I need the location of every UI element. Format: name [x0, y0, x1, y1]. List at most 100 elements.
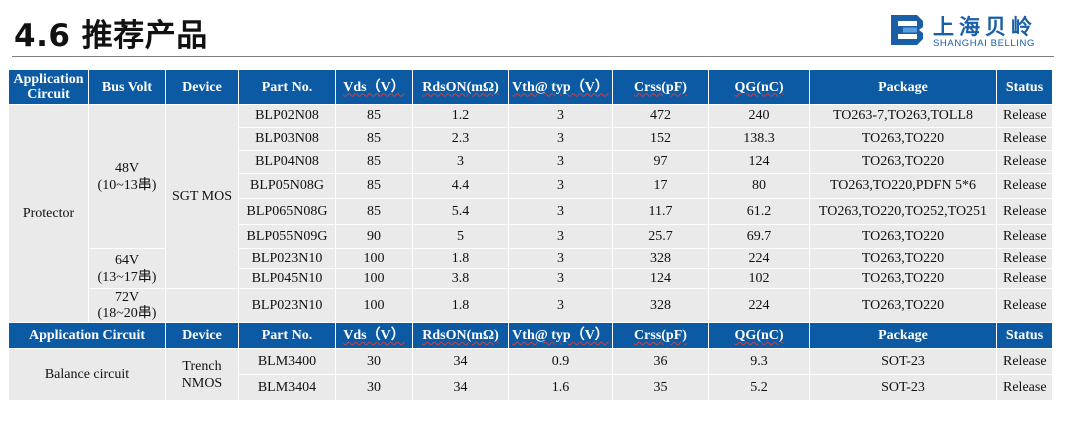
crss-cell: 152 — [612, 127, 709, 151]
part-no-cell: BLP045N10 — [238, 268, 336, 289]
status-cell: Release — [996, 374, 1053, 401]
vds-cell: 90 — [335, 224, 413, 249]
header-bus-volt: Bus Volt — [88, 69, 166, 105]
status-cell: Release — [996, 198, 1053, 225]
table-row: Balance circuit Trench NMOS BLM3400 30 3… — [8, 348, 1053, 401]
package-cell: SOT-23 — [809, 348, 997, 375]
trench-nmos-cell: Trench NMOS — [165, 348, 239, 401]
status-cell: Release — [996, 150, 1053, 174]
header-package-2: Package — [809, 322, 997, 349]
qg-cell: 9.3 — [708, 348, 810, 375]
qg-cell: 138.3 — [708, 127, 810, 151]
package-cell: TO263,TO220 — [809, 224, 997, 249]
table-row: BLP045N10 100 3.8 3 124 102 TO263,TO220 … — [9, 268, 1053, 289]
header-part-no-2: Part No. — [238, 322, 336, 349]
vth-cell: 3 — [508, 127, 613, 151]
crss-cell: 328 — [612, 248, 709, 269]
package-cell: TO263,TO220 — [809, 150, 997, 174]
header-vds-2: Vds（V） — [335, 322, 413, 349]
part-no-cell: BLP02N08 — [238, 104, 336, 128]
header-status-2: Status — [996, 322, 1053, 349]
status-cell: Release — [996, 268, 1053, 289]
company-logo: 上海贝岭 SHANGHAI BELLING — [889, 11, 1049, 51]
vds-cell: 85 — [335, 173, 413, 199]
rdson-cell: 1.8 — [412, 248, 509, 269]
bus-volt-value: 64V — [114, 252, 140, 268]
device-cell: SGT MOS — [165, 104, 239, 289]
header-rdson-text: RdsON(mΩ) — [422, 79, 499, 95]
header-crss-text: Crss(pF) — [634, 79, 687, 95]
vth-cell: 0.9 — [508, 348, 613, 375]
bus-volt-64v-cell: 64V (13~17串) — [88, 248, 166, 289]
part-no-cell: BLP05N08G — [238, 173, 336, 199]
table-row: 64V (13~17串) BLP023N10 100 1.8 3 328 224… — [9, 248, 1053, 289]
qg-cell: 224 — [708, 248, 810, 269]
header-qg-2-text: QG(nC) — [734, 328, 784, 343]
qg-cell: 102 — [708, 268, 810, 289]
vds-cell: 100 — [335, 288, 413, 323]
header-device: Device — [165, 69, 239, 105]
rdson-cell: 5.4 — [412, 198, 509, 225]
package-cell: SOT-23 — [809, 374, 997, 401]
crss-cell: 97 — [612, 150, 709, 174]
header-vth: Vth@ typ（V） — [508, 69, 613, 105]
logo-name-en: SHANGHAI BELLING — [933, 38, 1035, 49]
device-line-2: NMOS — [181, 375, 223, 391]
table-row: BLM3404 30 34 1.6 35 5.2 SOT-23 Release — [9, 374, 1053, 401]
qg-cell: 240 — [708, 104, 810, 128]
table1-header-row: Application Circuit Bus Volt Device Part… — [8, 69, 1053, 105]
vds-cell: 85 — [335, 150, 413, 174]
bus-volt-range: (10~13串) — [97, 177, 157, 193]
header-qg: QG(nC) — [708, 69, 810, 105]
table-row: BLP055N09G 90 5 3 25.7 69.7 TO263,TO220 … — [9, 224, 1053, 249]
header-application-circuit-2: Application Circuit — [8, 322, 166, 349]
crss-cell: 36 — [612, 348, 709, 375]
part-no-cell: BLP055N09G — [238, 224, 336, 249]
crss-cell: 124 — [612, 268, 709, 289]
package-cell: TO263,TO220 — [809, 127, 997, 151]
vth-cell: 3 — [508, 104, 613, 128]
status-cell: Release — [996, 173, 1053, 199]
package-cell: TO263,TO220 — [809, 248, 997, 269]
status-cell: Release — [996, 104, 1053, 128]
qg-cell: 124 — [708, 150, 810, 174]
bus-volt-72v-cell: 72V (18~20串) — [88, 288, 166, 323]
bus-volt-value: 72V — [114, 289, 140, 305]
header-device-2: Device — [165, 322, 239, 349]
rdson-cell: 1.2 — [412, 104, 509, 128]
package-cell: TO263,TO220,TO252,TO251 — [809, 198, 997, 225]
vds-cell: 30 — [335, 348, 413, 375]
table-row: BLP04N08 85 3 3 97 124 TO263,TO220 Relea… — [9, 150, 1053, 174]
vds-cell: 100 — [335, 268, 413, 289]
vth-cell: 3 — [508, 288, 613, 323]
rdson-cell: 4.4 — [412, 173, 509, 199]
vth-cell: 3 — [508, 150, 613, 174]
header-qg-2: QG(nC) — [708, 322, 810, 349]
vth-cell: 3 — [508, 173, 613, 199]
bus-volt-value: 48V — [114, 160, 140, 176]
vds-cell: 85 — [335, 127, 413, 151]
status-cell: Release — [996, 288, 1053, 323]
header-rdson-2: RdsON(mΩ) — [412, 322, 509, 349]
bus-volt-48v-cell: 48V (10~13串) — [88, 104, 166, 249]
qg-cell: 5.2 — [708, 374, 810, 401]
header-vds-2-text: Vds（V） — [343, 328, 405, 343]
table-row: Protector 48V (10~13串) SGT MOS BLP02N08 … — [8, 104, 1053, 323]
part-no-cell: BLP023N10 — [238, 248, 336, 269]
table2-header-row: Application Circuit Device Part No. Vds（… — [8, 322, 1053, 349]
header-crss-2-text: Crss(pF) — [634, 328, 687, 343]
header-crss-2: Crss(pF) — [612, 322, 709, 349]
crss-cell: 472 — [612, 104, 709, 128]
crss-cell: 11.7 — [612, 198, 709, 225]
logo-name-cn: 上海贝岭 — [933, 15, 1037, 39]
rdson-cell: 3 — [412, 150, 509, 174]
table-row: 72V (18~20串) BLP023N10 100 1.8 3 328 224… — [9, 288, 1053, 323]
vds-cell: 100 — [335, 248, 413, 269]
header-package: Package — [809, 69, 997, 105]
part-no-cell: BLP023N10 — [238, 288, 336, 323]
rdson-cell: 5 — [412, 224, 509, 249]
bus-volt-range: (13~17串) — [97, 269, 157, 285]
device-line-1: Trench — [182, 358, 222, 374]
vds-cell: 85 — [335, 104, 413, 128]
vds-cell: 85 — [335, 198, 413, 225]
